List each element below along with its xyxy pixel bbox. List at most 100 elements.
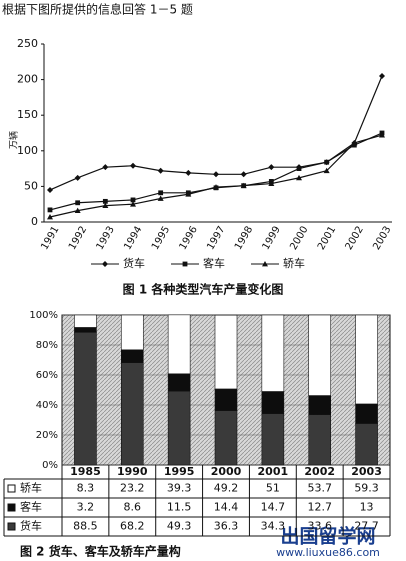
table-cell: 39.3 bbox=[167, 482, 192, 495]
bar-segment bbox=[355, 403, 378, 424]
table-cell: 13 bbox=[360, 501, 374, 514]
marker bbox=[130, 162, 136, 169]
table-cell: 88.5 bbox=[73, 520, 98, 533]
marker bbox=[102, 164, 109, 171]
chart-title: 图 2 货车、客车及轿车产量构 bbox=[20, 544, 181, 559]
marker bbox=[75, 200, 81, 206]
table-cell: 68.2 bbox=[120, 520, 145, 533]
marker bbox=[158, 190, 164, 196]
table-cell: 8.6 bbox=[124, 501, 142, 514]
x-tick-label: 1998 bbox=[233, 224, 255, 252]
legend-label: 货车 bbox=[20, 519, 42, 533]
y-tick-label: 80% bbox=[36, 340, 58, 351]
marker bbox=[296, 174, 302, 181]
x-tick-label: 1996 bbox=[178, 224, 200, 252]
table-cell: 49.3 bbox=[167, 520, 192, 533]
table-header: 1995 bbox=[164, 465, 195, 478]
bar-segment bbox=[214, 410, 238, 466]
marker bbox=[74, 174, 81, 181]
bar-segment bbox=[355, 423, 378, 466]
bar-segment bbox=[120, 314, 144, 351]
bar-segment bbox=[355, 314, 378, 405]
x-tick-label: 1993 bbox=[95, 224, 117, 252]
y-tick-label: 60% bbox=[36, 370, 58, 381]
legend-marker bbox=[262, 261, 268, 267]
table-cell: 49.2 bbox=[214, 482, 239, 495]
legend-swatch bbox=[7, 484, 16, 493]
heading: 根据下图所提供的信息回答 1－5 题 bbox=[2, 2, 193, 17]
y-tick-label: 100% bbox=[29, 310, 58, 321]
y-tick-label: 150 bbox=[17, 108, 38, 121]
y-tick-label: 250 bbox=[17, 37, 38, 50]
marker bbox=[268, 180, 275, 186]
x-tick-label: 2003 bbox=[371, 224, 393, 252]
table-cell: 27.7 bbox=[354, 520, 379, 533]
bar-segment bbox=[167, 390, 191, 466]
marker bbox=[157, 195, 164, 201]
legend-swatch bbox=[7, 503, 16, 512]
marker bbox=[47, 186, 53, 193]
marker bbox=[213, 171, 219, 178]
y-tick-label: 0% bbox=[42, 460, 58, 471]
table-cell: 12.7 bbox=[307, 501, 332, 514]
marker bbox=[102, 202, 109, 209]
table-header: 2002 bbox=[304, 465, 335, 478]
legend-label: 客车 bbox=[203, 256, 225, 270]
bar-segment bbox=[167, 314, 191, 375]
x-tick-label: 2002 bbox=[344, 224, 366, 252]
y-tick-label: 20% bbox=[36, 430, 58, 441]
y-tick-label: 100 bbox=[17, 144, 38, 157]
bar-segment bbox=[214, 314, 238, 390]
y-tick-label: 200 bbox=[17, 73, 38, 86]
marker bbox=[130, 201, 136, 207]
legend-swatch bbox=[7, 522, 16, 531]
legend-marker bbox=[182, 261, 188, 267]
table-cell: 33.6 bbox=[307, 520, 332, 533]
table-header: 2001 bbox=[258, 465, 289, 478]
marker bbox=[47, 207, 53, 213]
marker bbox=[185, 169, 192, 176]
table-cell: 8.3 bbox=[77, 482, 95, 495]
table-cell: 36.3 bbox=[214, 520, 239, 533]
marker bbox=[323, 167, 330, 174]
y-tick-label: 50 bbox=[24, 179, 38, 192]
bar-segment bbox=[261, 314, 285, 392]
bar-segment bbox=[74, 331, 97, 466]
bar-segment bbox=[74, 327, 97, 333]
marker bbox=[102, 198, 108, 204]
legend-label: 客车 bbox=[20, 500, 42, 514]
x-tick-label: 1999 bbox=[261, 224, 283, 252]
bar-segment bbox=[308, 414, 332, 466]
chart-title: 图 1 各种类型汽车产量变化图 bbox=[123, 282, 284, 297]
bar-segment bbox=[120, 349, 144, 363]
marker bbox=[185, 191, 192, 197]
marker bbox=[240, 171, 247, 178]
bar-segment bbox=[167, 373, 191, 392]
legend-marker bbox=[102, 261, 108, 267]
marker bbox=[324, 159, 330, 165]
marker bbox=[351, 139, 358, 146]
table-cell: 3.2 bbox=[77, 501, 95, 514]
table-cell: 53.7 bbox=[307, 482, 332, 495]
marker bbox=[379, 73, 385, 80]
bar-segment bbox=[261, 413, 285, 466]
bar-segment bbox=[214, 388, 238, 411]
table-cell: 23.2 bbox=[120, 482, 145, 495]
bar-segment bbox=[261, 391, 285, 414]
table-cell: 11.5 bbox=[167, 501, 192, 514]
y-tick-label: 40% bbox=[36, 400, 58, 411]
watermark-url: www.liuxue86.com bbox=[276, 546, 380, 559]
marker bbox=[268, 164, 275, 171]
marker bbox=[240, 182, 247, 189]
table-cell: 51 bbox=[266, 482, 280, 495]
legend-label: 货车 bbox=[123, 256, 145, 270]
y-tick-label: 0 bbox=[31, 215, 38, 228]
marker bbox=[47, 214, 53, 220]
x-tick-label: 1991 bbox=[39, 224, 61, 252]
x-tick-label: 1997 bbox=[205, 224, 227, 252]
bar-segment bbox=[120, 362, 144, 466]
x-tick-label: 2000 bbox=[288, 224, 310, 252]
legend-label: 轿车 bbox=[283, 256, 305, 270]
table-cell: 34.3 bbox=[261, 520, 286, 533]
